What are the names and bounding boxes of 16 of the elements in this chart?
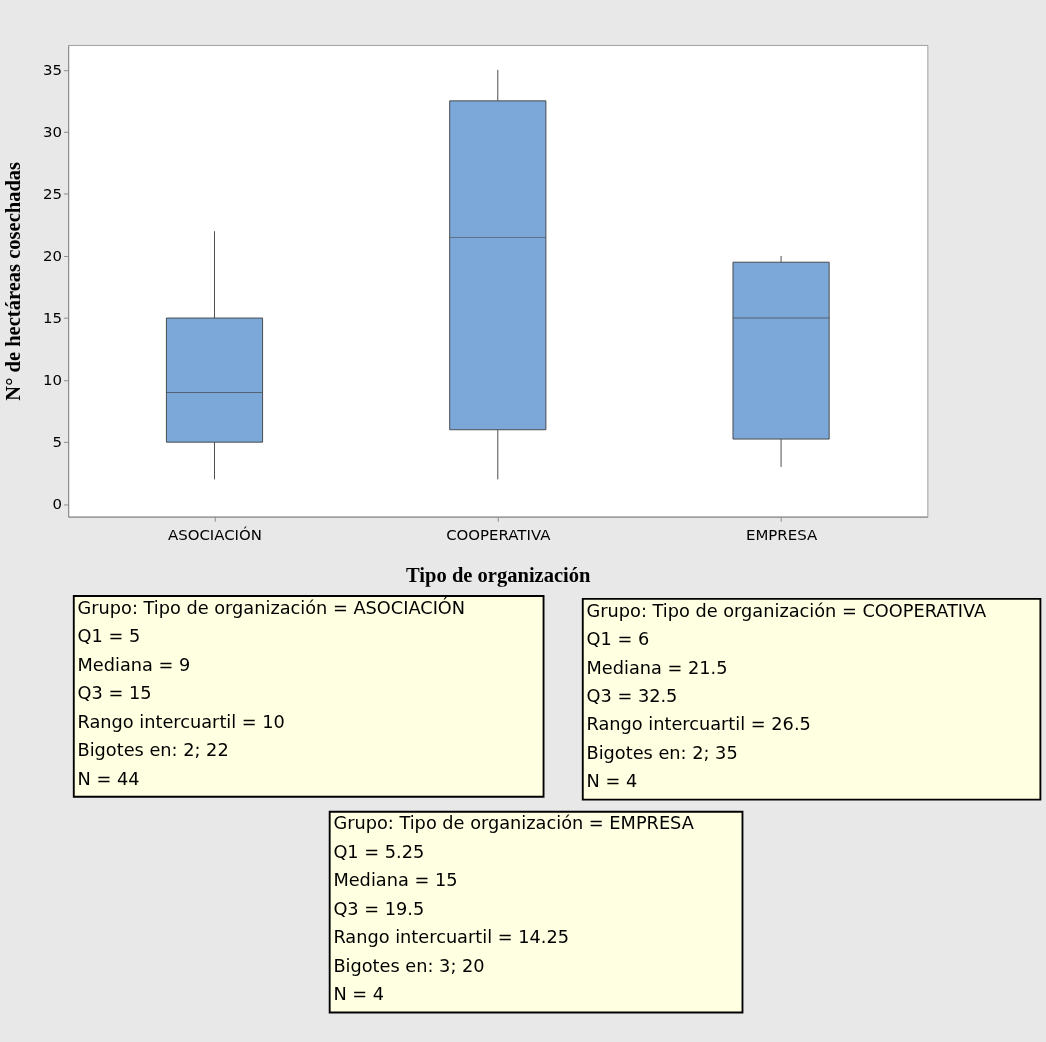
y-tick-label: 0: [52, 495, 63, 514]
x-tick-label: COOPERATIVA: [446, 525, 552, 544]
y-tick-label: 20: [43, 247, 63, 266]
x-tick-label: ASOCIACIÓN: [167, 525, 262, 544]
y-tick-label: 10: [43, 371, 63, 390]
y-tick-label: 15: [43, 309, 63, 328]
y-tick-label: 30: [43, 123, 63, 142]
text: Grupo: Tipo de organización = EMPRESA Q1 = 5.25 Mediana = 15 Q3 = 19.5 Rango intercuartil = 14.25 Bigotes en: 3; 20 N = 4: [333, 813, 694, 1005]
x-axis-title: Tipo de organización: [406, 564, 592, 588]
text: Grupo: Tipo de organización = ASOCIACIÓN Q1 = 5 Mediana = 9 Q3 = 15 Rango intercuartil = 10 Bigotes en: 2; 22 N = 44: [77, 596, 466, 789]
y-tick-label: 25: [43, 185, 63, 204]
y-tick-label: 35: [43, 60, 63, 79]
y-axis-title: N° de hectáreas cosechadas: [1, 161, 24, 401]
text: Grupo: Tipo de organización = COOPERATIVA Q1 = 6 Mediana = 21.5 Q3 = 32.5 Rango intercuartil = 26.5 Bigotes en: 2; 35 N = 4: [586, 600, 987, 792]
x-tick-label: EMPRESA: [745, 525, 818, 544]
y-tick-label: 5: [52, 433, 63, 452]
